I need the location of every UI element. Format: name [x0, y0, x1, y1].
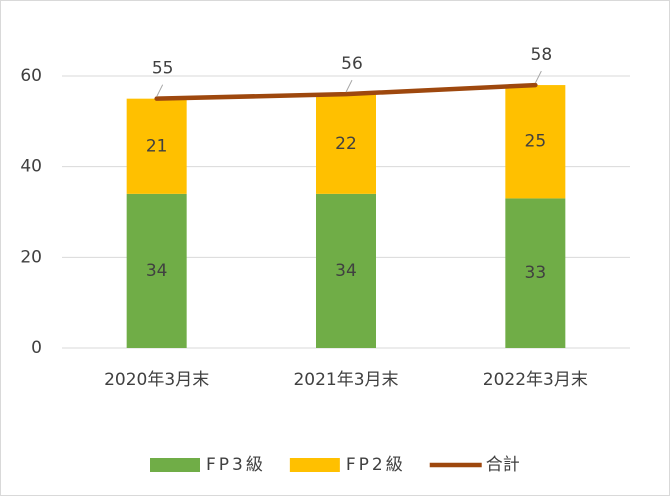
data-label: 34 — [335, 261, 357, 281]
x-tick-label: 2020年3月末 — [104, 370, 209, 390]
data-label: 58 — [531, 45, 553, 65]
legend-label: FP2級 — [346, 455, 406, 475]
x-tick-label: 2022年3月末 — [483, 370, 588, 390]
bar-segment — [505, 198, 566, 348]
bar-segment — [316, 193, 376, 348]
data-label: 55 — [152, 59, 174, 79]
bar-segment — [316, 94, 376, 194]
data-label: 34 — [146, 261, 168, 281]
leader-line — [534, 70, 542, 84]
bar-segment — [126, 98, 187, 194]
x-tick-label: 2021年3月末 — [293, 370, 398, 390]
legend-swatch — [150, 458, 200, 472]
leader-line — [345, 79, 353, 93]
total-line — [154, 82, 538, 101]
data-label: 56 — [341, 54, 363, 74]
bar-segment — [126, 193, 187, 348]
legend-label: FP3級 — [206, 455, 266, 475]
legend-label: 合計 — [486, 455, 520, 475]
data-label: 33 — [525, 263, 547, 283]
data-label: 22 — [335, 134, 357, 154]
y-tick-label: 60 — [20, 66, 42, 86]
y-tick-label: 40 — [20, 157, 42, 177]
data-label: 25 — [525, 132, 547, 152]
bar-segment — [505, 85, 566, 199]
y-tick-label: 0 — [31, 338, 42, 358]
data-label: 21 — [146, 136, 168, 156]
y-tick-label: 20 — [20, 247, 42, 267]
leader-line — [156, 84, 164, 97]
legend-swatch — [289, 458, 340, 472]
